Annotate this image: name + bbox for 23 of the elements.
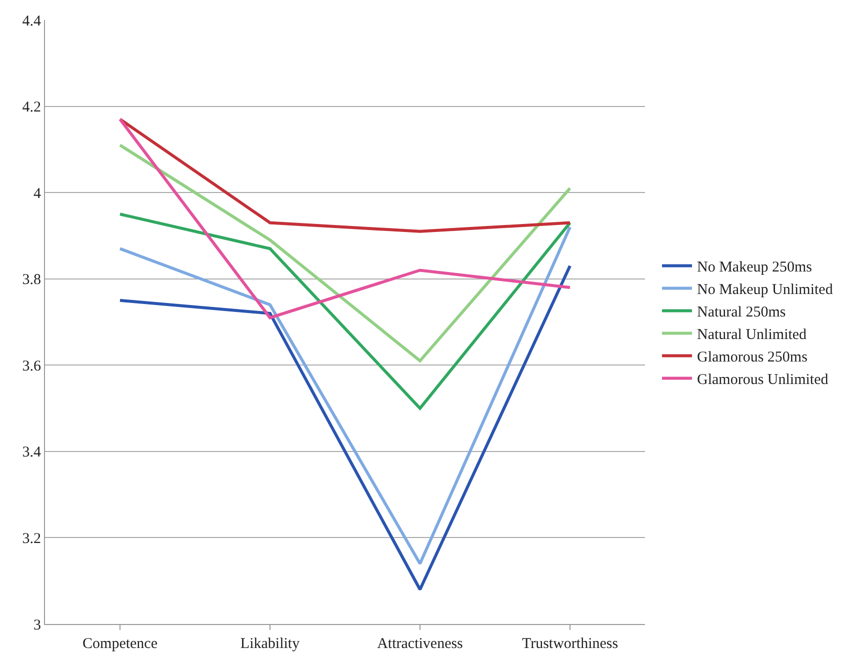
legend-label: Natural 250ms: [697, 304, 786, 321]
x-tick-label: Likability: [240, 636, 300, 652]
y-tick-label: 3.2: [22, 530, 41, 547]
y-tick-label: 4: [34, 186, 42, 202]
x-tick-label: Competence: [82, 636, 158, 652]
y-tick-label: 3: [34, 617, 41, 634]
legend-label: Glamorous Unlimited: [697, 372, 829, 388]
x-tick-label: Trustworthiness: [522, 636, 618, 652]
y-tick-label: 3.8: [22, 272, 41, 288]
y-tick-label: 3.4: [22, 444, 42, 461]
line-series: [118, 144, 572, 362]
x-tick-label: Attractiveness: [377, 636, 464, 652]
line-series: [118, 226, 572, 566]
legend-label: No Makeup Unlimited: [697, 282, 834, 298]
legend-label: Glamorous 250ms: [697, 350, 808, 366]
y-tick-label: 4.4: [22, 13, 42, 30]
line-series: [118, 212, 572, 410]
y-tick-label: 3.6: [22, 358, 42, 374]
legend-label: Natural Unlimited: [697, 327, 808, 344]
line-series: [118, 264, 572, 591]
line-series: [118, 118, 572, 320]
y-tick-label: 4.2: [22, 100, 41, 116]
legend-label: No Makeup 250ms: [697, 260, 812, 276]
